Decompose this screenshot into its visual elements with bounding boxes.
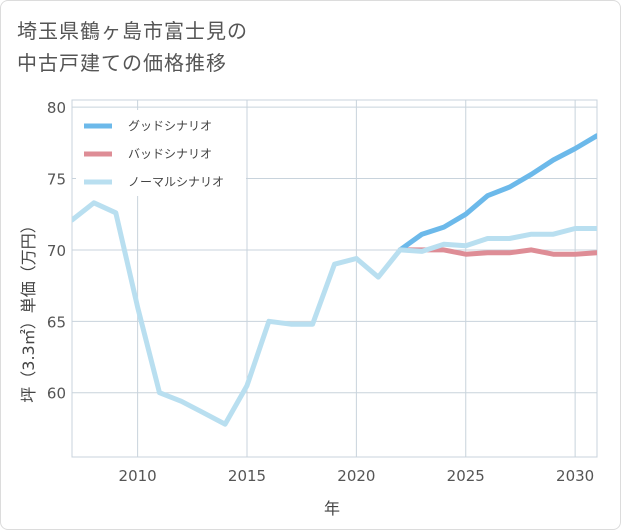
y-tick-label: 70 <box>47 242 66 260</box>
x-axis-ticks: 2010 2015 2020 2025 2030 <box>119 467 595 485</box>
x-axis-title: 年 <box>324 499 340 518</box>
x-tick-label: 2015 <box>228 467 266 485</box>
chart-title: 埼玉県鶴ヶ島市富士見の 中古戸建ての価格推移 <box>17 15 248 79</box>
y-tick-label: 65 <box>47 313 66 331</box>
series-line-0 <box>397 133 597 253</box>
plot-frame <box>71 99 598 458</box>
legend-label: バッドシナリオ <box>128 147 212 161</box>
legend-label: ノーマルシナリオ <box>128 175 224 189</box>
grid-lines <box>71 99 598 458</box>
legend-label: グッドシナリオ <box>128 119 212 133</box>
chart-title-line-1: 埼玉県鶴ヶ島市富士見の <box>17 19 248 43</box>
chart-title-line-2: 中古戸建ての価格推移 <box>17 51 227 75</box>
y-tick-label: 75 <box>47 171 66 189</box>
y-tick-label: 60 <box>47 385 66 403</box>
y-axis-title: 坪（3.3㎡）単価（万円） <box>19 217 38 402</box>
y-tick-label: 80 <box>47 99 66 117</box>
x-tick-label: 2020 <box>337 467 375 485</box>
series-lines <box>72 133 597 427</box>
x-tick-label: 2030 <box>556 467 594 485</box>
y-axis-ticks: 60 65 70 75 80 <box>47 99 66 403</box>
x-tick-label: 2025 <box>447 467 485 485</box>
x-tick-label: 2010 <box>119 467 157 485</box>
series-line-2 <box>72 200 597 427</box>
